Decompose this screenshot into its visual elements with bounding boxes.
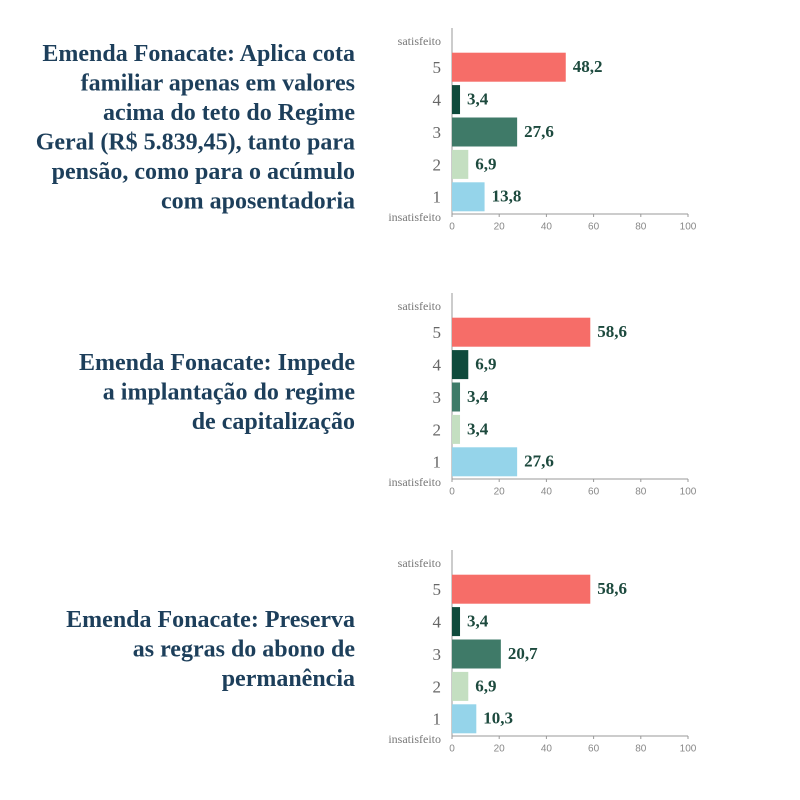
x-tick-label: 60 — [588, 487, 600, 498]
bar — [452, 671, 469, 701]
bar — [452, 117, 518, 147]
y-tick-label: 5 — [433, 323, 442, 342]
x-tick-label: 20 — [494, 487, 506, 498]
y-tick-label: 2 — [433, 677, 442, 696]
bottom-label: insatisfeito — [388, 732, 441, 746]
x-tick-label: 100 — [680, 744, 697, 755]
value-label: 13,8 — [492, 187, 522, 206]
chart-title: Geral (R$ 5.839,45), tanto para — [36, 129, 355, 155]
bottom-label: insatisfeito — [388, 475, 441, 489]
bar — [452, 382, 461, 412]
bar — [452, 182, 485, 212]
chart-title: as regras do abono de — [133, 637, 356, 663]
chart-title: a implantação do regime — [103, 380, 356, 406]
y-tick-label: 1 — [433, 188, 442, 207]
x-tick-label: 80 — [635, 487, 647, 498]
x-tick-label: 20 — [494, 744, 506, 755]
x-tick-label: 60 — [588, 744, 600, 755]
x-tick-label: 40 — [541, 487, 553, 498]
x-tick-label: 80 — [635, 744, 647, 755]
value-label: 6,9 — [475, 355, 496, 374]
y-tick-label: 4 — [433, 613, 442, 632]
chart-title: acima do teto do Regime — [103, 100, 355, 126]
bar — [452, 317, 591, 347]
x-tick-label: 80 — [635, 222, 647, 233]
bar — [452, 350, 469, 380]
bar — [452, 85, 461, 115]
bar — [452, 704, 477, 734]
y-tick-label: 3 — [433, 645, 442, 664]
bar — [452, 414, 461, 444]
bar — [452, 447, 518, 477]
top-label: satisfeito — [398, 299, 441, 313]
chart-title: permanência — [222, 666, 355, 692]
y-tick-label: 4 — [433, 91, 442, 110]
y-tick-label: 4 — [433, 356, 442, 375]
y-tick-label: 5 — [433, 58, 442, 77]
x-tick-label: 60 — [588, 222, 600, 233]
top-label: satisfeito — [398, 34, 441, 48]
y-tick-label: 2 — [433, 420, 442, 439]
x-tick-label: 40 — [541, 744, 553, 755]
value-label: 3,4 — [467, 612, 489, 631]
bar — [452, 639, 501, 669]
chart-title: pensão, como para o acúmulo — [52, 159, 355, 185]
x-tick-label: 100 — [680, 222, 697, 233]
value-label: 3,4 — [467, 90, 489, 109]
chart-title: Emenda Fonacate: Impede — [79, 350, 355, 376]
chart-title: de capitalização — [192, 409, 355, 435]
value-label: 27,6 — [524, 452, 554, 471]
bar — [452, 607, 461, 637]
top-label: satisfeito — [398, 556, 441, 570]
x-tick-label: 0 — [449, 487, 455, 498]
bottom-label: insatisfeito — [388, 210, 441, 224]
y-tick-label: 3 — [433, 123, 442, 142]
y-tick-label: 3 — [433, 388, 442, 407]
bar — [452, 574, 591, 604]
value-label: 27,6 — [524, 122, 554, 141]
value-label: 6,9 — [475, 676, 496, 695]
bar — [452, 52, 566, 82]
y-tick-label: 5 — [433, 580, 442, 599]
value-label: 3,4 — [467, 419, 489, 438]
x-tick-label: 0 — [449, 744, 455, 755]
value-label: 3,4 — [467, 387, 489, 406]
chart-title: familiar apenas em valores — [81, 70, 355, 96]
x-tick-label: 20 — [494, 222, 506, 233]
chart-title: Emenda Fonacate: Preserva — [66, 607, 355, 633]
chart-title: com aposentadoria — [161, 188, 355, 214]
value-label: 20,7 — [508, 644, 538, 663]
value-label: 6,9 — [475, 154, 496, 173]
x-tick-label: 100 — [680, 487, 697, 498]
value-label: 48,2 — [573, 57, 603, 76]
y-tick-label: 2 — [433, 155, 442, 174]
y-tick-label: 1 — [433, 710, 442, 729]
value-label: 58,6 — [597, 322, 627, 341]
y-tick-label: 1 — [433, 453, 442, 472]
value-label: 58,6 — [597, 579, 627, 598]
bar — [452, 149, 469, 179]
value-label: 10,3 — [483, 709, 513, 728]
chart-title: Emenda Fonacate: Aplica cota — [42, 41, 355, 67]
x-tick-label: 0 — [449, 222, 455, 233]
x-tick-label: 40 — [541, 222, 553, 233]
